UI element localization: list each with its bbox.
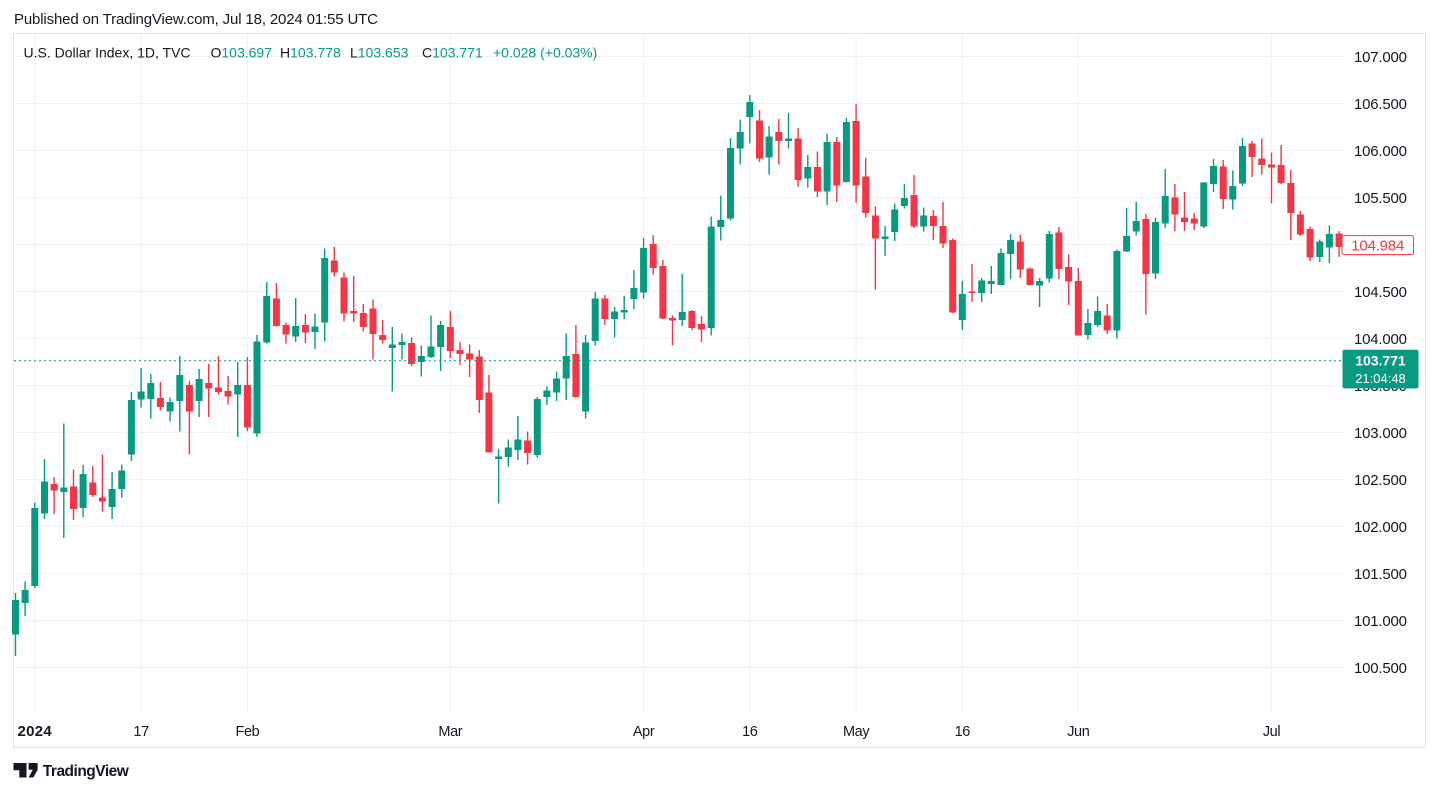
svg-text:May: May [843,724,870,740]
svg-text:Jun: Jun [1067,724,1090,740]
svg-text:Feb: Feb [236,724,260,740]
svg-text:21:04:48: 21:04:48 [1355,371,1406,386]
svg-text:Jul: Jul [1263,724,1281,740]
svg-text:102.000: 102.000 [1354,519,1407,536]
svg-text:103.000: 103.000 [1354,425,1407,442]
svg-text:101.000: 101.000 [1354,613,1407,630]
svg-text:Mar: Mar [438,724,462,740]
svg-text:102.500: 102.500 [1354,472,1407,489]
svg-text:105.500: 105.500 [1354,190,1407,207]
svg-text:101.500: 101.500 [1354,566,1407,583]
svg-text:100.500: 100.500 [1354,660,1407,677]
svg-text:103.771: 103.771 [1355,352,1406,368]
svg-text:17: 17 [133,724,149,740]
svg-text:104.000: 104.000 [1354,331,1407,348]
svg-text:Published on TradingView.com,: Published on TradingView.com, Jul 18, 20… [14,11,378,28]
svg-text:106.500: 106.500 [1354,96,1407,113]
svg-text:104.500: 104.500 [1354,284,1407,301]
svg-text:2024: 2024 [18,723,53,740]
svg-text:104.984: 104.984 [1351,238,1404,255]
svg-text:Apr: Apr [633,724,655,740]
svg-text:16: 16 [742,724,758,740]
svg-text:16: 16 [955,724,971,740]
svg-text:106.000: 106.000 [1354,143,1407,160]
svg-text:107.000: 107.000 [1354,49,1407,66]
svg-text:TradingView: TradingView [43,763,130,780]
